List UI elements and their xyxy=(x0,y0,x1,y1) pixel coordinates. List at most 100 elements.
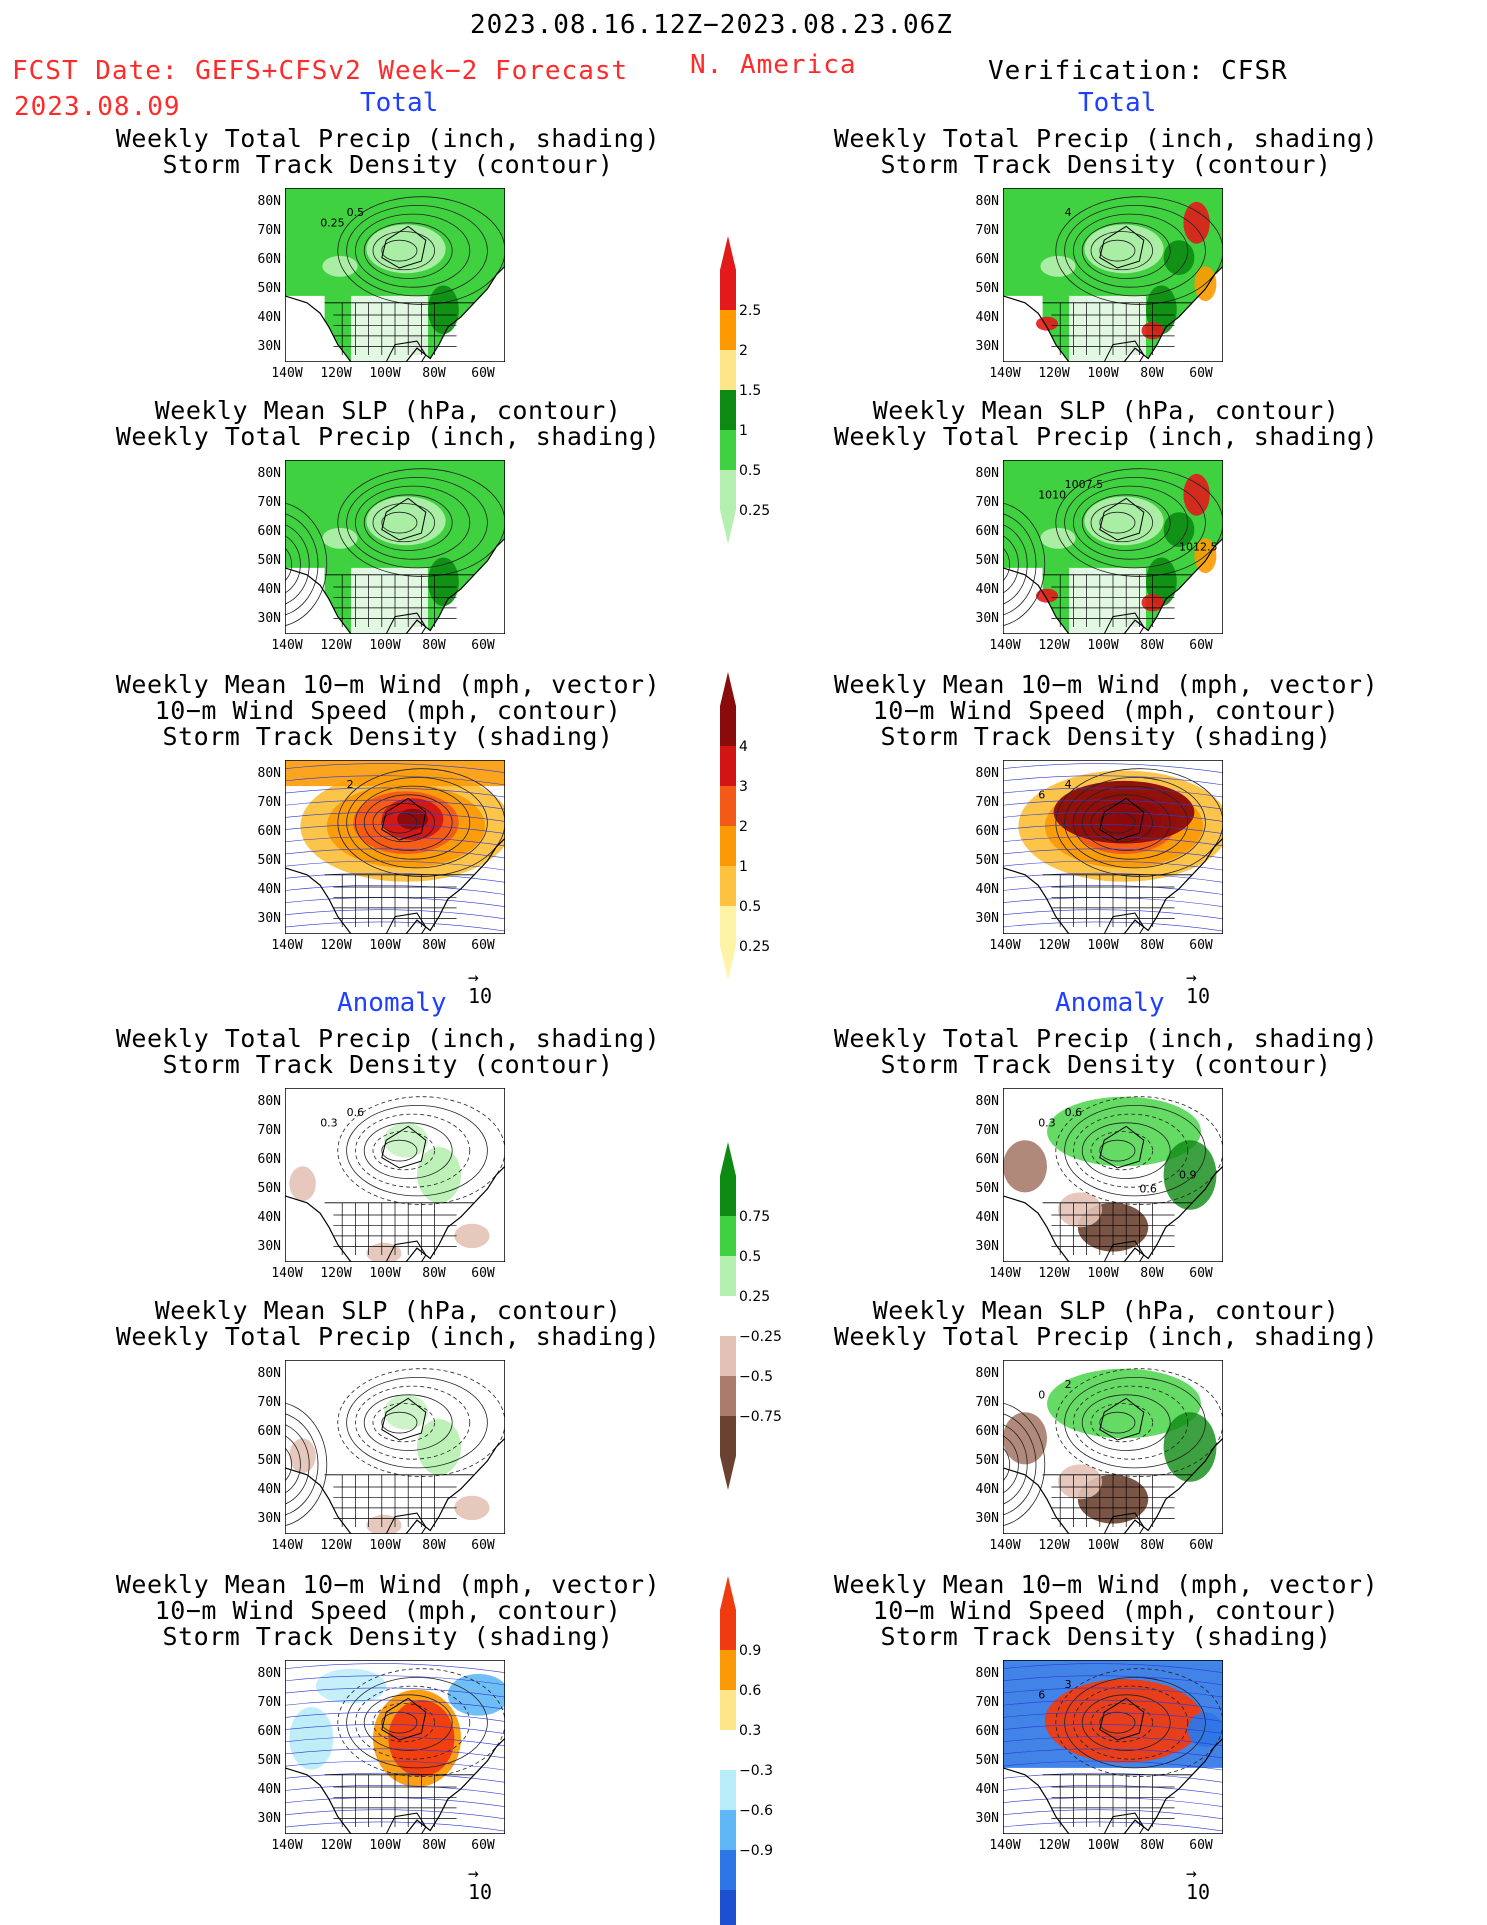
panel-title-line: Storm Track Density (contour) xyxy=(162,150,614,179)
colorbar-label: −0.6 xyxy=(739,1803,773,1819)
lon-tick-label: 80W xyxy=(422,1266,446,1281)
panel-title-line: Weekly Total Precip (inch, shading) xyxy=(833,422,1379,451)
lat-tick-label: 80N xyxy=(257,1366,281,1381)
lat-tick-label: 30N xyxy=(257,911,281,926)
lat-tick-label: 60N xyxy=(257,1152,281,1167)
panel-title: Weekly Mean 10−m Wind (mph, vector) 10−m … xyxy=(98,672,678,750)
lon-tick-label: 80W xyxy=(422,938,446,953)
lon-tick-label: 100W xyxy=(369,1538,401,1553)
vector-arrow-icon: → xyxy=(468,1863,479,1884)
colorbar-label: 0.25 xyxy=(739,939,770,955)
storm-anom-colorbar: 0.9 0.6 0.3 −0.3 −0.6 −0.9 xyxy=(720,1576,773,1925)
colorbar-label: −0.5 xyxy=(739,1369,773,1385)
lat-tick-label: 30N xyxy=(257,339,281,354)
vector-reference-value: 10 xyxy=(468,1880,493,1904)
panel-title-line: Weekly Total Precip (inch, shading) xyxy=(833,1024,1379,1053)
forecast-date-label: FCST Date: GEFS+CFSv2 Week−2 Forecast xyxy=(12,56,629,86)
lat-tick-label: 60N xyxy=(975,252,999,267)
colorbar-label: −0.75 xyxy=(739,1409,782,1425)
lon-tick-label: 140W xyxy=(271,1538,303,1553)
panel-title-line: Weekly Total Precip (inch, shading) xyxy=(115,124,661,153)
lat-tick-label: 60N xyxy=(257,1724,281,1739)
colorbar-label: 0.25 xyxy=(739,503,770,519)
lon-tick-label: 120W xyxy=(1038,366,1070,381)
lon-tick-label: 120W xyxy=(1038,1538,1070,1553)
lat-tick-label: 60N xyxy=(257,524,281,539)
panel-title-line: Weekly Total Precip (inch, shading) xyxy=(115,1024,661,1053)
panel-title-line: Weekly Mean SLP (hPa, contour) xyxy=(154,396,622,425)
lat-tick-label: 40N xyxy=(257,582,281,597)
lat-tick-label: 50N xyxy=(257,853,281,868)
lon-tick-label: 140W xyxy=(989,1838,1021,1853)
lat-tick-label: 60N xyxy=(257,252,281,267)
lon-tick-label: 100W xyxy=(1087,938,1119,953)
storm-total-colorbar: 4 3 2 1 0.5 0.25 xyxy=(720,672,770,980)
lat-tick-label: 80N xyxy=(257,766,281,781)
panel-title-line: Storm Track Density (contour) xyxy=(880,1050,1332,1079)
verification-wind-anomaly-map: 36 xyxy=(1003,1660,1223,1834)
lat-tick-label: 50N xyxy=(975,281,999,296)
lon-tick-label: 60W xyxy=(1189,938,1213,953)
lat-tick-label: 70N xyxy=(975,1695,999,1710)
panel-title-line: Weekly Mean 10−m Wind (mph, vector) xyxy=(833,1570,1379,1599)
lon-tick-label: 60W xyxy=(1189,366,1213,381)
panel-title-line: Storm Track Density (shading) xyxy=(880,1622,1332,1651)
lon-tick-label: 140W xyxy=(989,366,1021,381)
lat-tick-label: 50N xyxy=(975,1753,999,1768)
lon-tick-label: 60W xyxy=(1189,1838,1213,1853)
lat-tick-label: 70N xyxy=(257,1395,281,1410)
vector-reference: → 10 xyxy=(1186,1865,1210,1905)
panel-title-line: Storm Track Density (shading) xyxy=(162,1622,614,1651)
lat-tick-label: 50N xyxy=(257,553,281,568)
panel-title-line: Storm Track Density (contour) xyxy=(162,1050,614,1079)
lat-tick-label: 70N xyxy=(257,495,281,510)
forecast-precip-total-map: 0.50.25 xyxy=(285,188,505,362)
contour-label: 0.25 xyxy=(320,216,345,229)
panel-title-line: Weekly Total Precip (inch, shading) xyxy=(833,1322,1379,1351)
panel-title-line: 10−m Wind Speed (mph, contour) xyxy=(154,1596,622,1625)
panel-title: Weekly Total Precip (inch, shading) Storm… xyxy=(816,126,1396,178)
section-total-right: Total xyxy=(1078,88,1157,118)
lat-tick-label: 30N xyxy=(975,1511,999,1526)
colorbar-label: 1.5 xyxy=(739,383,761,399)
lat-tick-label: 80N xyxy=(257,1094,281,1109)
lon-tick-label: 120W xyxy=(1038,1266,1070,1281)
panel-title: Weekly Total Precip (inch, shading) Storm… xyxy=(98,1026,678,1078)
panel-title-line: Storm Track Density (shading) xyxy=(162,722,614,751)
lat-tick-label: 70N xyxy=(257,223,281,238)
lat-tick-label: 70N xyxy=(975,1123,999,1138)
forecast-wind-total-map: 2 xyxy=(285,760,505,934)
panel-title-line: Weekly Mean 10−m Wind (mph, vector) xyxy=(833,670,1379,699)
panel-title: Weekly Mean SLP (hPa, contour) Weekly Tot… xyxy=(98,398,678,450)
panel-title: Weekly Mean SLP (hPa, contour) Weekly Tot… xyxy=(98,1298,678,1350)
colorbar-label: 0.5 xyxy=(739,899,761,915)
forecast-precip-anomaly-map: 0.6 0.3 xyxy=(285,1088,505,1262)
lat-tick-label: 60N xyxy=(975,824,999,839)
panel-title-line: Weekly Mean SLP (hPa, contour) xyxy=(872,396,1340,425)
lat-tick-label: 50N xyxy=(257,281,281,296)
colorbar-label: −0.3 xyxy=(739,1763,773,1779)
lon-tick-label: 120W xyxy=(1038,638,1070,653)
contour-label: 3 xyxy=(1065,1678,1072,1691)
lat-tick-label: 60N xyxy=(975,524,999,539)
vector-reference: → 10 xyxy=(1186,969,1210,1009)
lat-tick-label: 30N xyxy=(257,1811,281,1826)
lat-tick-label: 30N xyxy=(257,1511,281,1526)
lon-tick-label: 60W xyxy=(471,1538,495,1553)
lat-tick-label: 80N xyxy=(257,466,281,481)
lat-tick-label: 70N xyxy=(257,795,281,810)
lat-tick-label: 70N xyxy=(975,1395,999,1410)
verification-precip-anomaly-map: 0.6 0.3 0.9 0.6 xyxy=(1003,1088,1223,1262)
colorbar-label: 4 xyxy=(739,739,748,755)
contour-label: 1010 xyxy=(1038,488,1066,501)
lon-tick-label: 140W xyxy=(271,1266,303,1281)
lat-tick-label: 40N xyxy=(257,882,281,897)
lat-tick-label: 50N xyxy=(975,553,999,568)
forecast-slp-anomaly-map xyxy=(285,1360,505,1534)
lat-tick-label: 80N xyxy=(257,1666,281,1681)
contour-label: 0.3 xyxy=(1038,1116,1056,1129)
panel-title: Weekly Total Precip (inch, shading) Storm… xyxy=(816,1026,1396,1078)
lat-tick-label: 80N xyxy=(975,466,999,481)
lon-tick-label: 100W xyxy=(369,1838,401,1853)
lon-tick-label: 140W xyxy=(989,1538,1021,1553)
